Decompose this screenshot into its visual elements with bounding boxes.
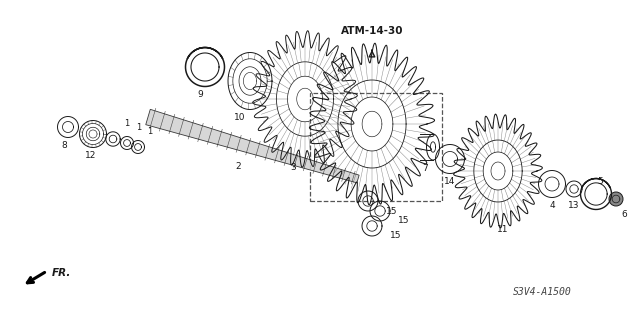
Polygon shape: [146, 109, 359, 183]
Text: 15: 15: [386, 206, 397, 216]
Text: 12: 12: [85, 152, 97, 160]
Text: 2: 2: [235, 162, 241, 171]
Text: 1: 1: [124, 119, 130, 128]
Text: ATM-14-30: ATM-14-30: [340, 26, 403, 36]
Text: 14: 14: [444, 177, 456, 187]
Text: 4: 4: [549, 202, 555, 211]
Text: 8: 8: [61, 142, 67, 151]
Text: 7: 7: [422, 164, 428, 173]
Text: 11: 11: [497, 225, 509, 234]
Text: 1: 1: [136, 123, 141, 132]
Text: 15: 15: [390, 232, 401, 241]
Text: 6: 6: [621, 210, 627, 219]
Text: 13: 13: [568, 201, 580, 210]
Text: FR.: FR.: [52, 268, 72, 278]
Text: 5: 5: [597, 177, 603, 187]
Text: 15: 15: [398, 217, 410, 226]
Text: 3: 3: [290, 163, 296, 172]
Text: S3V4-A1500: S3V4-A1500: [513, 287, 572, 297]
Text: 9: 9: [197, 91, 203, 100]
Text: 1: 1: [147, 128, 152, 137]
Text: 10: 10: [234, 114, 246, 122]
Circle shape: [609, 192, 623, 206]
